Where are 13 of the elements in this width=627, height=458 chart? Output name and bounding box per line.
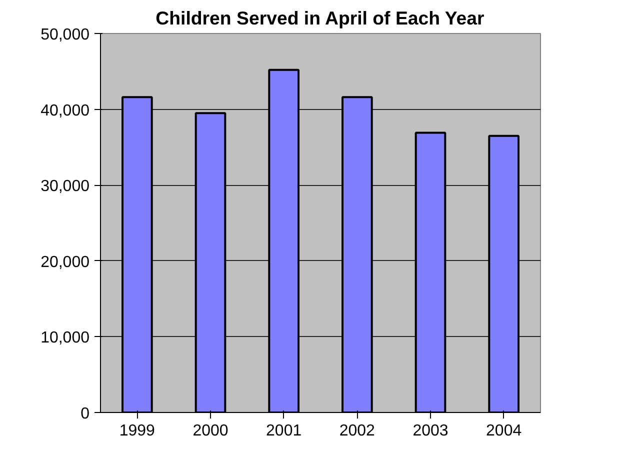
- y-tick-label: 40,000: [40, 102, 90, 120]
- chart-title: Children Served in April of Each Year: [156, 8, 484, 28]
- y-tick-label: 0: [80, 406, 90, 422]
- x-tick-label: 2003: [412, 422, 448, 440]
- x-tick-label: 2000: [192, 422, 228, 440]
- x-tick-label: 1999: [119, 422, 156, 440]
- x-tick-label: 2002: [339, 422, 376, 440]
- y-tick-label: 20,000: [40, 254, 90, 271]
- y-tick-label: 50,000: [40, 26, 90, 44]
- y-tick-label: 10,000: [40, 330, 90, 347]
- x-tick-label: 2004: [486, 422, 522, 440]
- y-tick-label: 30,000: [40, 178, 90, 196]
- x-tick-label: 2001: [266, 422, 302, 440]
